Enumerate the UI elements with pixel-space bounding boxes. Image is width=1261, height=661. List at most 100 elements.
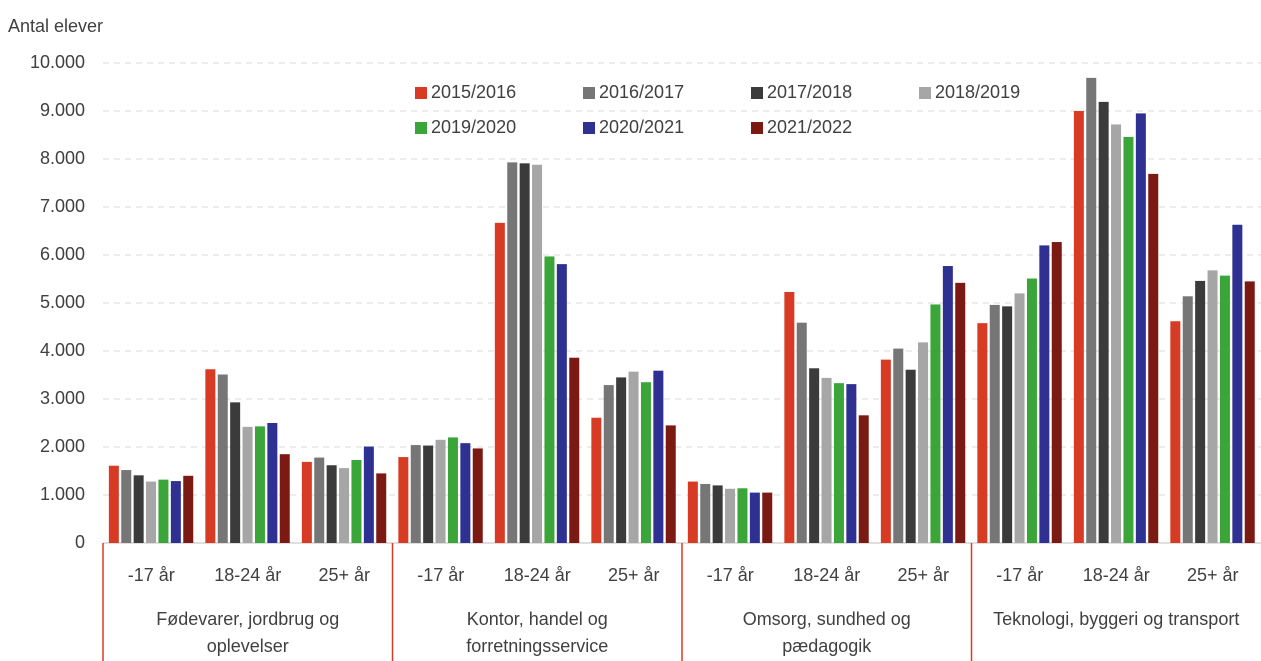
bar — [494, 222, 505, 543]
y-tick-label: 5.000 — [40, 292, 85, 312]
legend-label: 2019/2020 — [431, 117, 516, 137]
bar — [217, 374, 228, 543]
bar — [1051, 242, 1062, 544]
bar — [603, 385, 614, 543]
legend-label: 2018/2019 — [935, 82, 1020, 102]
bar — [519, 163, 530, 543]
legend-label: 2016/2017 — [599, 82, 684, 102]
bar — [301, 461, 312, 543]
legend-swatch — [919, 87, 931, 99]
x-tick-label: 25+ år — [1187, 565, 1239, 585]
bar — [279, 454, 290, 543]
y-tick-label: 8.000 — [40, 148, 85, 168]
legend-label: 2021/2022 — [767, 117, 852, 137]
x-tick-label: -17 år — [996, 565, 1043, 585]
bar — [846, 384, 857, 543]
bar — [977, 323, 988, 543]
bar — [267, 423, 278, 543]
bar — [665, 425, 676, 543]
bar — [363, 446, 374, 543]
y-tick-label: 7.000 — [40, 196, 85, 216]
bar — [242, 426, 253, 543]
bar — [170, 481, 181, 543]
bar — [1086, 77, 1097, 543]
bar — [544, 256, 555, 543]
bar — [725, 488, 736, 543]
bar — [183, 475, 194, 543]
bar — [737, 488, 748, 543]
y-tick-label: 9.000 — [40, 100, 85, 120]
bar — [108, 465, 119, 543]
bar — [351, 459, 362, 543]
group-label: Fødevarer, jordbrug og oplevelser — [156, 609, 340, 656]
bar — [942, 266, 953, 543]
bar — [893, 348, 904, 543]
bar — [653, 370, 664, 543]
legend-label: 2017/2018 — [767, 82, 852, 102]
bar — [205, 369, 216, 543]
bar — [809, 368, 820, 543]
x-tick-label: 25+ år — [608, 565, 660, 585]
bar — [1123, 136, 1134, 544]
bar — [569, 357, 580, 543]
bar — [700, 483, 711, 543]
group-label: Teknologi, byggeri og transport — [993, 609, 1240, 629]
bar — [1170, 321, 1181, 543]
bar — [410, 445, 421, 543]
legend-swatch — [415, 122, 427, 134]
bar — [762, 492, 773, 543]
legend-swatch — [751, 122, 763, 134]
bar — [133, 475, 144, 543]
legend-label: 2015/2016 — [431, 82, 516, 102]
bar — [423, 445, 434, 543]
bar — [821, 377, 832, 543]
bar — [254, 426, 265, 543]
y-tick-label: 3.000 — [40, 388, 85, 408]
bar — [1111, 124, 1122, 543]
bar — [858, 415, 869, 543]
bar — [1002, 306, 1013, 543]
group-label: Omsorg, sundhed og pædagogik — [742, 609, 911, 656]
bar — [121, 470, 132, 543]
bar — [784, 291, 795, 543]
legend-swatch — [583, 122, 595, 134]
x-tick-label: 25+ år — [897, 565, 949, 585]
x-tick-label: 18-24 år — [504, 565, 571, 585]
bar — [796, 322, 807, 543]
bar — [326, 465, 337, 543]
bar — [687, 481, 698, 543]
bar — [833, 383, 844, 543]
y-tick-label: 4.000 — [40, 340, 85, 360]
bar — [230, 402, 241, 543]
bar — [314, 457, 325, 543]
x-tick-label: 18-24 år — [793, 565, 860, 585]
legend-swatch — [751, 87, 763, 99]
y-tick-label: 2.000 — [40, 436, 85, 456]
y-tick-label: 0 — [75, 532, 85, 552]
bar — [1026, 278, 1037, 543]
bar — [591, 417, 602, 543]
bar — [1135, 113, 1146, 544]
bar — [339, 468, 350, 543]
bar — [989, 304, 1000, 543]
y-tick-label: 6.000 — [40, 244, 85, 264]
x-tick-label: -17 år — [128, 565, 175, 585]
bar — [930, 304, 941, 543]
bar — [628, 371, 639, 543]
bar — [918, 342, 929, 543]
bar — [1207, 270, 1218, 543]
bar — [1039, 245, 1050, 543]
bar — [398, 457, 409, 543]
bar — [507, 162, 518, 544]
bar — [1232, 224, 1243, 543]
x-tick-label: -17 år — [707, 565, 754, 585]
y-tick-label: 10.000 — [30, 52, 85, 72]
bar — [712, 485, 723, 543]
bar — [472, 448, 483, 543]
bar — [447, 437, 458, 543]
bar — [1219, 275, 1230, 543]
x-tick-label: 18-24 år — [1083, 565, 1150, 585]
bar — [532, 164, 543, 543]
bar — [1244, 281, 1255, 543]
